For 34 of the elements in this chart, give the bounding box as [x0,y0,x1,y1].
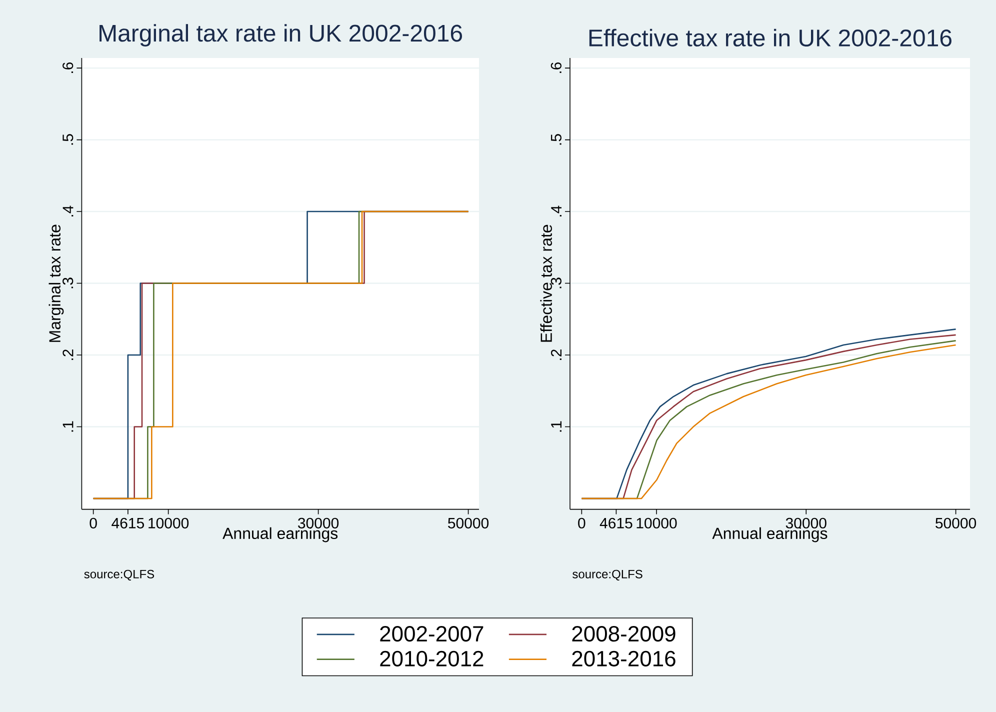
source-note: source:QLFS [84,570,154,581]
x-tick-label: 0 [90,518,97,528]
y-tick-label: .1 [551,421,562,432]
x-tick-label: 4615 [600,518,632,528]
y-tick-label: .3 [550,278,562,288]
legend-label: 2013-2016 [572,650,676,666]
y-tick-label: .2 [62,350,74,360]
y-tick-label: .4 [551,206,562,216]
y-tick-label: .5 [551,134,562,145]
y-tick-label: .2 [550,350,562,360]
x-tick-label: 0 [578,518,586,528]
y-tick-label: .6 [550,62,562,73]
x-tick-label: 10000 [148,518,189,528]
chart-title: Effective tax rate in UK 2002-2016 [589,28,952,46]
x-tick-label: 10000 [636,518,677,528]
y-axis-title: Effective tax rate [540,224,552,342]
y-tick-label: .5 [62,134,74,145]
y-tick-label: .1 [62,421,74,432]
x-axis-title: Annual earnings [222,527,338,542]
y-tick-label: .6 [62,62,74,73]
y-axis-title: Marginal tax rate [48,224,64,342]
legend-label: 2008-2009 [572,626,676,642]
x-tick-label: 30000 [786,518,826,528]
legend-label: 2002-2007 [380,626,484,642]
x-tick-label: 50000 [936,518,976,528]
y-tick-label: .4 [62,206,74,216]
chart-title: Marginal tax rate in UK 2002-2016 [100,24,462,46]
legend-label: 2010-2012 [380,650,484,666]
x-tick-label: 30000 [298,518,339,528]
x-axis-title: Annual earnings [712,527,828,542]
x-tick-label: 50000 [448,518,489,528]
source-note: source:QLFS [572,570,642,581]
y-tick-label: .3 [62,278,74,288]
x-tick-label: 4615 [112,518,144,528]
